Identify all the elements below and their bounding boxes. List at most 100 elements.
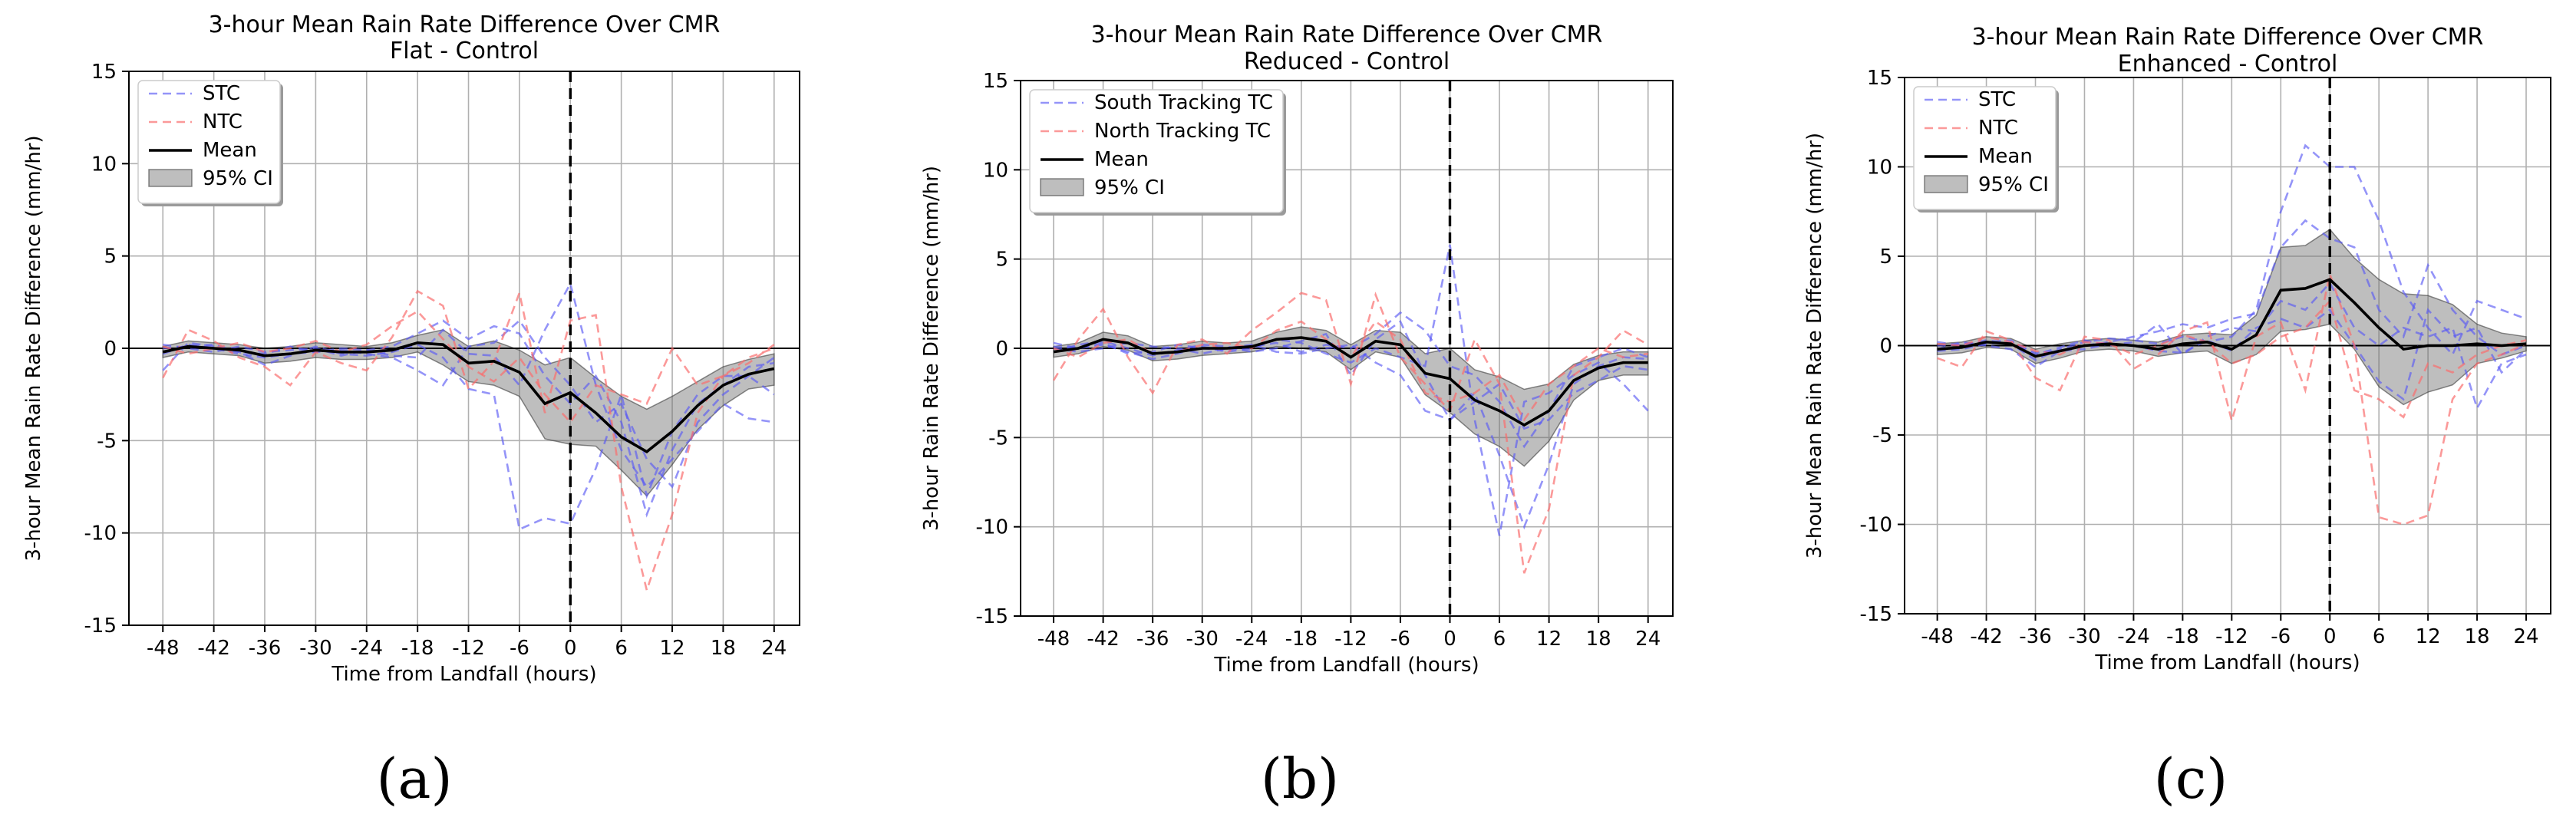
x-tick-label: -6 bbox=[1390, 628, 1410, 651]
x-tick-label: -36 bbox=[249, 637, 281, 660]
mean-line bbox=[162, 341, 775, 453]
y-tick-label: 5 bbox=[995, 249, 1008, 272]
legend-ci-swatch bbox=[148, 169, 193, 187]
y-tick-label: 15 bbox=[1867, 67, 1892, 90]
ntc-series-line bbox=[1937, 270, 2527, 526]
y-tick-label: 10 bbox=[1867, 157, 1892, 180]
x-tick-label: 18 bbox=[2465, 625, 2490, 648]
stc-series-line bbox=[163, 318, 775, 489]
legend-ci-swatch bbox=[1040, 178, 1084, 196]
x-tick-label: -18 bbox=[2166, 625, 2198, 648]
y-axis-label: 3-hour Mean Rain Rate Difference (mm/hr) bbox=[1803, 133, 1826, 559]
ntc-series-line bbox=[1052, 292, 1649, 574]
x-tick-label: -36 bbox=[1136, 628, 1169, 651]
x-tick-label: 0 bbox=[564, 637, 577, 660]
x-tick-label: -24 bbox=[351, 637, 383, 660]
ntc-series-line bbox=[162, 310, 775, 424]
x-tick-label: -48 bbox=[1921, 625, 1953, 648]
legend-entry: 95% CI bbox=[1094, 176, 1165, 199]
x-tick-label: -48 bbox=[147, 637, 179, 660]
y-tick-label: 5 bbox=[1879, 245, 1892, 269]
y-tick-label: 0 bbox=[995, 338, 1008, 361]
x-tick-label: 24 bbox=[1635, 628, 1661, 651]
legend-entry: South Tracking TC bbox=[1094, 91, 1273, 114]
y-tick-label: -15 bbox=[1860, 603, 1892, 626]
x-tick-label: 6 bbox=[615, 637, 628, 660]
x-tick-label: 12 bbox=[2416, 625, 2441, 648]
ci-band bbox=[1053, 326, 1649, 467]
x-tick-label: 12 bbox=[1536, 628, 1562, 651]
x-axis-label: Time from Landfall (hours) bbox=[2094, 651, 2360, 674]
legend-entry: STC bbox=[203, 82, 240, 105]
y-axis-label: 3-hour Mean Rain Rate Difference (mm/hr) bbox=[22, 135, 45, 561]
mean-line bbox=[1053, 336, 1648, 427]
x-tick-label: -18 bbox=[1285, 628, 1318, 651]
y-axis-label: 3-hour Rain Rate Difference (mm/hr) bbox=[920, 166, 943, 531]
mean-line bbox=[1937, 278, 2527, 358]
chart-title: 3-hour Mean Rain Rate Difference Over CM… bbox=[1091, 21, 1603, 48]
y-tick-label: -5 bbox=[1872, 424, 1892, 447]
stc-series-line bbox=[1937, 219, 2527, 356]
stc-series-line bbox=[1937, 143, 2527, 361]
legend-box bbox=[137, 80, 281, 204]
legend-entry: Mean bbox=[1094, 148, 1149, 171]
ntc-series-line bbox=[1053, 320, 1648, 422]
x-axis-label: Time from Landfall (hours) bbox=[331, 663, 596, 686]
x-tick-label: 24 bbox=[761, 637, 787, 660]
x-tick-label: -24 bbox=[2117, 625, 2149, 648]
x-tick-label: -42 bbox=[197, 637, 229, 660]
stc-series-line bbox=[1937, 281, 2527, 411]
x-axis-label: Time from Landfall (hours) bbox=[1213, 654, 1479, 677]
stc-series-line bbox=[162, 281, 774, 489]
y-tick-label: -5 bbox=[97, 430, 117, 453]
x-tick-label: -42 bbox=[1970, 625, 2002, 648]
stc-series-line bbox=[1053, 341, 1648, 430]
x-tick-label: -6 bbox=[510, 637, 529, 660]
panel-c: 3-hour Mean Rain Rate Difference Over CM… bbox=[1803, 24, 2551, 811]
x-tick-label: 18 bbox=[1586, 628, 1611, 651]
chart-subtitle: Enhanced - Control bbox=[2118, 51, 2338, 77]
x-tick-label: -30 bbox=[2068, 625, 2100, 648]
legend-entry: 95% CI bbox=[1978, 173, 2049, 196]
legend-box bbox=[1029, 89, 1284, 213]
x-tick-label: 0 bbox=[1443, 628, 1456, 651]
y-tick-label: -15 bbox=[84, 615, 117, 638]
x-tick-label: -24 bbox=[1235, 628, 1268, 651]
panel-label: (b) bbox=[1261, 746, 1339, 811]
y-tick-label: 0 bbox=[104, 338, 117, 361]
legend-box bbox=[1913, 86, 2057, 210]
x-tick-label: 12 bbox=[660, 637, 685, 660]
legend-entry: Mean bbox=[1978, 145, 2033, 168]
ntc-series-line bbox=[162, 289, 775, 594]
y-tick-label: 10 bbox=[983, 159, 1008, 182]
stc-series-line bbox=[163, 319, 774, 518]
panel-a: 3-hour Mean Rain Rate Difference Over CM… bbox=[22, 12, 800, 811]
panel-b: 3-hour Mean Rain Rate Difference Over CM… bbox=[920, 21, 1674, 811]
stc-series-line bbox=[1053, 320, 1648, 530]
x-tick-label: -36 bbox=[2019, 625, 2051, 648]
y-tick-label: 0 bbox=[1879, 335, 1892, 358]
x-tick-label: 0 bbox=[2324, 625, 2337, 648]
stc-series-line bbox=[1053, 244, 1649, 536]
chart-subtitle: Flat - Control bbox=[390, 38, 539, 64]
legend-entry: 95% CI bbox=[203, 167, 273, 190]
legend-entry: Mean bbox=[203, 139, 257, 162]
y-tick-label: 5 bbox=[104, 245, 117, 269]
chart-subtitle: Reduced - Control bbox=[1244, 48, 1450, 75]
chart-title: 3-hour Mean Rain Rate Difference Over CM… bbox=[1972, 24, 2484, 51]
y-tick-label: -10 bbox=[1860, 514, 1892, 537]
x-tick-label: 6 bbox=[2373, 625, 2386, 648]
x-tick-label: 6 bbox=[1493, 628, 1506, 651]
y-tick-label: -15 bbox=[976, 605, 1008, 628]
legend-entry: NTC bbox=[203, 110, 242, 133]
y-tick-label: 15 bbox=[91, 61, 117, 84]
x-tick-label: 24 bbox=[2513, 625, 2538, 648]
y-tick-label: -5 bbox=[988, 427, 1008, 450]
x-tick-label: -30 bbox=[1186, 628, 1218, 651]
ci-band bbox=[162, 329, 775, 497]
chart-title: 3-hour Mean Rain Rate Difference Over CM… bbox=[209, 12, 721, 38]
y-tick-label: -10 bbox=[84, 522, 117, 545]
panel-label: (a) bbox=[376, 746, 452, 811]
x-tick-label: -42 bbox=[1087, 628, 1119, 651]
